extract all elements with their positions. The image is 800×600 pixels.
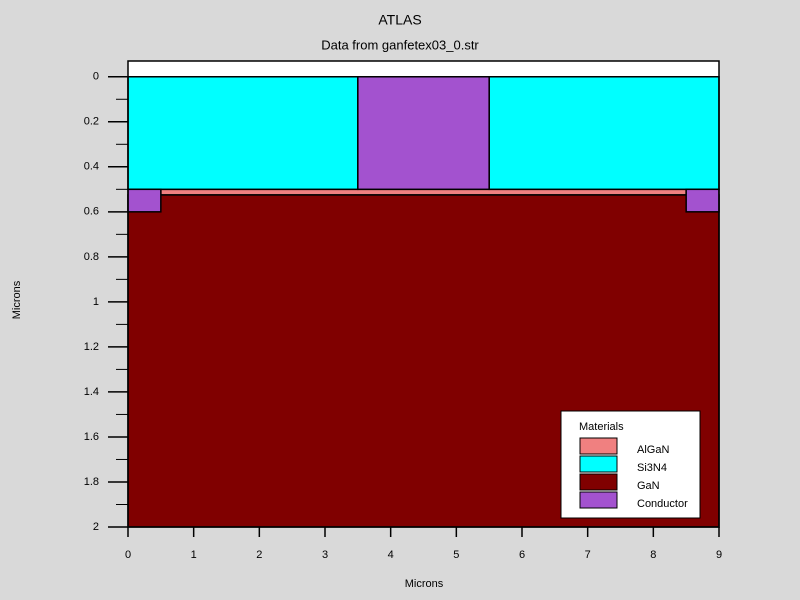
y-tick-label: 1.2 [84,341,99,353]
x-axis-label: Microns [405,578,444,590]
y-tick-label: 2 [93,521,99,533]
chart-subtitle: Data from ganfetex03_0.str [321,37,479,52]
region [685,188,720,213]
y-tick-label: 0.8 [84,251,99,263]
y-tick-label: 1 [93,296,99,308]
plot-frame [127,60,720,528]
region [127,76,359,191]
region [127,188,162,213]
y-tick-label: 0.6 [84,206,99,218]
y-tick-label: 1.6 [84,431,99,443]
y-tick-label: 1.8 [84,476,99,488]
x-tick-label: 9 [716,549,722,561]
legend-swatch [579,437,618,455]
x-tick-label: 1 [191,549,197,561]
region [160,188,687,196]
region [488,76,720,191]
legend-swatch [579,491,618,509]
x-tick-label: 6 [519,549,525,561]
chart-title: ATLAS [378,12,421,28]
y-tick-label: 1.4 [84,386,99,398]
y-tick-label: 0 [93,71,99,83]
x-tick-label: 0 [125,549,131,561]
legend-swatch [579,455,618,473]
x-tick-label: 8 [650,549,656,561]
x-tick-label: 5 [453,549,459,561]
legend-title: Materials [579,421,624,433]
legend-label: AlGaN [637,444,669,456]
region [357,76,490,191]
x-tick-label: 3 [322,549,328,561]
x-tick-label: 2 [256,549,262,561]
legend-label: Si3N4 [637,462,667,474]
legend-label: GaN [637,480,660,492]
legend-swatch [579,473,618,491]
y-tick-label: 0.2 [84,116,99,128]
x-tick-label: 4 [388,549,394,561]
x-tick-label: 7 [585,549,591,561]
legend-label: Conductor [637,498,688,510]
y-tick-label: 0.4 [84,161,99,173]
y-axis-label: Microns [11,280,23,319]
